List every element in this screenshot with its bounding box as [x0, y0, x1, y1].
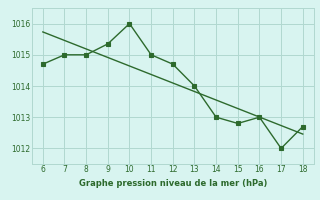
X-axis label: Graphe pression niveau de la mer (hPa): Graphe pression niveau de la mer (hPa) [79, 179, 267, 188]
